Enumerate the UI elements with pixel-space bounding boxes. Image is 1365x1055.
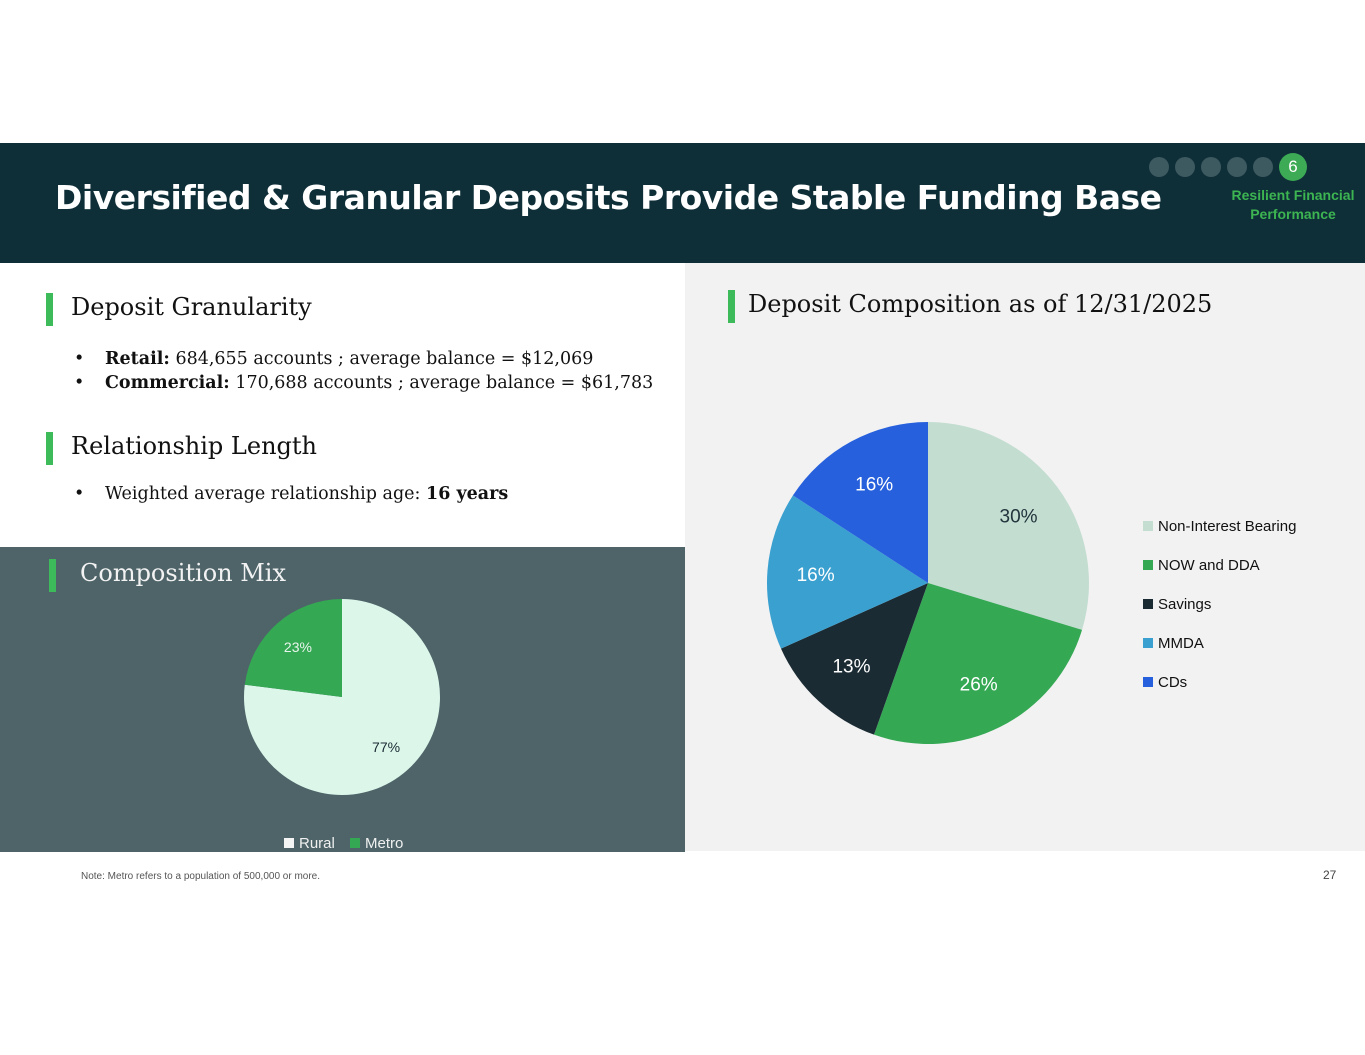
- heading-accent-bar: [46, 293, 53, 326]
- legend-label: Non-Interest Bearing: [1158, 518, 1296, 535]
- legend-swatch: [1143, 638, 1153, 648]
- retail-text: 684,655 accounts ; average balance = $12…: [175, 349, 594, 369]
- pie-slice-mmda[interactable]: [767, 495, 928, 649]
- heading-accent-bar: [728, 290, 735, 323]
- relationship-list: Weighted average relationship age: 16 ye…: [74, 483, 508, 507]
- heading-accent-bar: [49, 559, 56, 592]
- relationship-text: Weighted average relationship age:: [105, 484, 421, 504]
- legend-swatch: [1143, 599, 1153, 609]
- pie-slice-non-interest-bearing[interactable]: [928, 422, 1089, 630]
- granularity-heading: Deposit Granularity: [71, 293, 312, 321]
- data-label: 16%: [855, 475, 893, 496]
- data-label: 26%: [960, 674, 998, 695]
- legend-label: Rural: [299, 835, 335, 852]
- legend-label: NOW and DDA: [1158, 557, 1260, 574]
- commercial-label: Commercial:: [105, 372, 230, 393]
- commercial-text: 170,688 accounts ; average balance = $61…: [235, 372, 654, 393]
- progress-dot[interactable]: [1253, 157, 1273, 177]
- pie-slice-savings[interactable]: [780, 583, 928, 735]
- relationship-value: 16 years: [426, 484, 509, 504]
- page-number: 27: [1323, 868, 1337, 882]
- legend-swatch: [350, 838, 360, 848]
- pie-slice-cds[interactable]: [792, 422, 928, 583]
- relationship-heading: Relationship Length: [71, 432, 317, 460]
- pie-slice-metro[interactable]: [244, 599, 342, 697]
- legend-swatch: [284, 838, 294, 848]
- legend-label: MMDA: [1158, 635, 1204, 652]
- list-item: Commercial: 170,688 accounts ; average b…: [74, 372, 653, 396]
- list-item: Weighted average relationship age: 16 ye…: [74, 483, 508, 507]
- data-label: 77%: [372, 739, 400, 755]
- section-progress: 6: [1149, 153, 1307, 181]
- data-label: 23%: [284, 639, 312, 655]
- progress-dot[interactable]: [1149, 157, 1169, 177]
- composition-mix-heading: Composition Mix: [80, 559, 287, 587]
- legend-label: Savings: [1158, 596, 1211, 613]
- pie-slice-now-and-dda[interactable]: [873, 583, 1083, 744]
- list-item: Retail: 684,655 accounts ; average balan…: [74, 348, 653, 372]
- section-label: Resilient Financial Performance: [1231, 187, 1355, 222]
- legend-swatch: [1143, 560, 1153, 570]
- progress-dot[interactable]: [1201, 157, 1221, 177]
- footnote: Note: Metro refers to a population of 50…: [81, 871, 321, 882]
- progress-dot[interactable]: [1227, 157, 1247, 177]
- composition-mix-chart: 77% 23% Rural Metro: [244, 599, 440, 852]
- composition-heading: Deposit Composition as of 12/31/2025: [748, 290, 1213, 318]
- header-banner: [0, 143, 1365, 263]
- legend-label: Metro: [365, 835, 403, 852]
- legend-swatch: [1143, 677, 1153, 687]
- retail-label: Retail:: [105, 349, 170, 369]
- legend-swatch: [1143, 521, 1153, 531]
- granularity-list: Retail: 684,655 accounts ; average balan…: [74, 348, 653, 395]
- page-title: Diversified & Granular Deposits Provide …: [55, 178, 1162, 217]
- heading-accent-bar: [46, 432, 53, 465]
- data-label: 16%: [797, 565, 835, 586]
- legend-label: CDs: [1158, 674, 1187, 691]
- progress-dot[interactable]: [1175, 157, 1195, 177]
- data-label: 13%: [832, 656, 870, 677]
- data-label: 30%: [1000, 507, 1038, 528]
- progress-dot-active[interactable]: 6: [1279, 153, 1307, 181]
- deposit-composition-chart: 30% 26% 13% 16% 16% Non-Interest Bearing NOW a…: [767, 422, 1296, 744]
